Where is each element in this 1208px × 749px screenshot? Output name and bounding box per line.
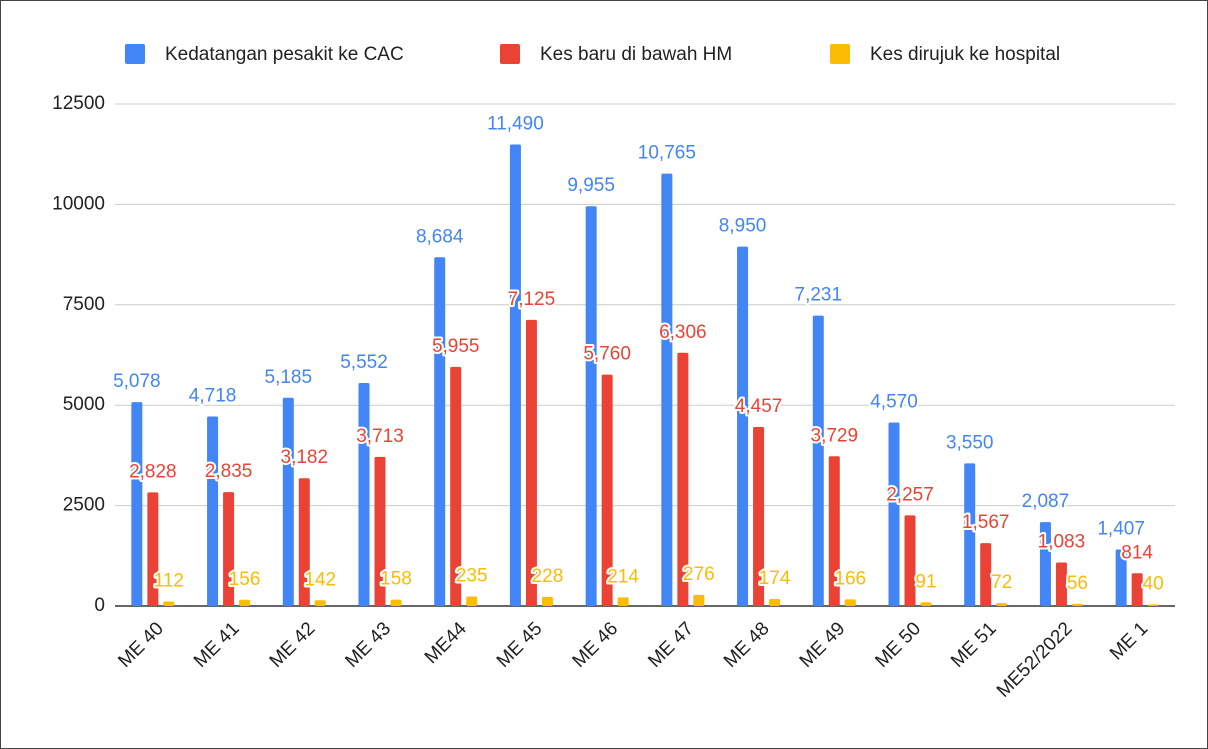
y-tick-label: 2500 xyxy=(63,495,105,516)
bar xyxy=(239,599,251,606)
value-label: 235 xyxy=(456,566,488,587)
bar xyxy=(163,601,175,606)
value-label: 166 xyxy=(834,568,866,589)
bar xyxy=(964,463,976,606)
value-label: 5,078 xyxy=(113,371,161,392)
value-label: 2,835 xyxy=(205,461,253,482)
y-tick-label: 5000 xyxy=(63,394,105,415)
bar xyxy=(828,456,840,606)
value-label: 40 xyxy=(1143,573,1164,594)
bar xyxy=(374,456,386,606)
bar xyxy=(1039,522,1051,606)
bar xyxy=(525,319,537,606)
value-label: 3,550 xyxy=(946,432,994,453)
value-label: 11,490 xyxy=(487,114,544,135)
bar xyxy=(1147,604,1159,606)
bar xyxy=(207,416,219,606)
value-label: 2,828 xyxy=(129,461,177,482)
value-label: 2,257 xyxy=(886,484,934,505)
legend-swatch xyxy=(500,44,520,64)
value-label: 2,087 xyxy=(1022,491,1070,512)
bar xyxy=(147,492,159,606)
bar xyxy=(314,600,326,606)
value-label: 3,713 xyxy=(356,426,404,447)
bar xyxy=(753,427,765,606)
bar xyxy=(769,599,781,606)
value-label: 5,552 xyxy=(340,352,388,373)
bar xyxy=(434,257,446,606)
value-label: 6,306 xyxy=(659,322,707,343)
bar xyxy=(661,173,673,606)
bar xyxy=(298,478,310,606)
bar xyxy=(677,352,689,606)
value-label: 1,567 xyxy=(962,512,1010,533)
value-label: 276 xyxy=(683,564,715,585)
legend-swatch xyxy=(830,44,850,64)
value-label: 5,760 xyxy=(583,344,631,365)
legend-label: Kes baru di bawah HM xyxy=(540,44,732,65)
value-label: 72 xyxy=(991,572,1012,593)
value-label: 814 xyxy=(1121,542,1153,563)
value-label: 174 xyxy=(759,568,791,589)
bar xyxy=(844,599,856,606)
value-label: 1,407 xyxy=(1097,519,1145,540)
value-label: 10,765 xyxy=(638,143,696,164)
bar xyxy=(509,144,521,607)
y-tick-label: 0 xyxy=(94,595,105,616)
bar xyxy=(904,515,916,606)
value-label: 4,570 xyxy=(870,391,918,412)
value-label: 56 xyxy=(1067,573,1088,594)
bar xyxy=(450,366,462,606)
bar xyxy=(693,594,705,606)
bar xyxy=(282,397,294,606)
bar xyxy=(1071,603,1083,606)
bar xyxy=(466,596,478,606)
bar xyxy=(131,402,143,606)
y-tick-label: 10000 xyxy=(52,193,105,214)
legend-swatch xyxy=(125,44,145,64)
value-label: 7,125 xyxy=(508,289,556,310)
value-label: 91 xyxy=(915,571,936,592)
value-label: 3,729 xyxy=(811,425,859,446)
bar xyxy=(390,599,402,606)
value-label: 142 xyxy=(304,569,336,590)
value-label: 4,718 xyxy=(189,386,237,407)
y-tick-label: 12500 xyxy=(52,93,105,114)
value-label: 228 xyxy=(532,566,564,587)
value-label: 214 xyxy=(607,566,639,587)
bar xyxy=(1131,573,1143,606)
value-label: 1,083 xyxy=(1038,532,1086,553)
value-label: 8,950 xyxy=(719,216,767,237)
bar xyxy=(358,383,370,606)
legend-label: Kes dirujuk ke hospital xyxy=(870,44,1060,65)
bar xyxy=(996,603,1008,606)
value-label: 8,684 xyxy=(416,226,464,247)
legend-label: Kedatangan pesakit ke CAC xyxy=(165,44,404,65)
bar xyxy=(812,315,824,606)
bar xyxy=(601,374,613,606)
value-label: 112 xyxy=(154,571,184,592)
value-label: 4,457 xyxy=(735,396,783,417)
value-label: 7,231 xyxy=(795,285,843,306)
bar xyxy=(541,596,553,606)
value-label: 5,955 xyxy=(432,336,480,357)
bar xyxy=(980,543,992,606)
bar xyxy=(1115,549,1127,606)
bar xyxy=(920,602,932,606)
y-tick-label: 7500 xyxy=(63,294,105,315)
bar xyxy=(888,422,900,606)
bar xyxy=(585,206,597,606)
bar xyxy=(223,492,235,606)
value-label: 5,185 xyxy=(265,367,313,388)
bar xyxy=(1055,562,1067,606)
value-label: 156 xyxy=(229,569,261,590)
value-label: 158 xyxy=(380,569,412,590)
bar xyxy=(617,597,629,606)
value-label: 9,955 xyxy=(567,175,615,196)
value-label: 3,182 xyxy=(281,447,329,468)
bar xyxy=(737,246,749,606)
